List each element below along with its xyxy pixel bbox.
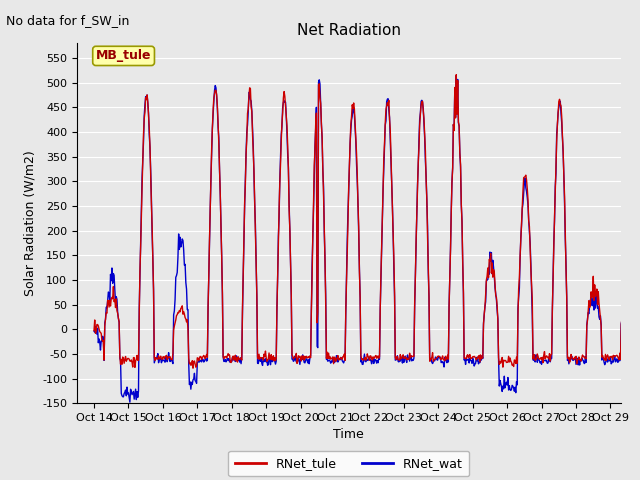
RNet_wat xyxy=(624,279,632,285)
Text: MB_tule: MB_tule xyxy=(96,49,151,62)
Legend: RNet_tule, RNet_wat: RNet_tule, RNet_wat xyxy=(228,451,469,476)
RNet_tule xyxy=(90,328,98,334)
Line: RNet_tule: RNet_tule xyxy=(94,75,628,368)
RNet_wat xyxy=(360,351,368,357)
RNet_tule xyxy=(600,356,608,362)
Line: RNet_wat: RNet_wat xyxy=(94,75,628,402)
X-axis label: Time: Time xyxy=(333,429,364,442)
RNet_tule xyxy=(253,291,260,297)
RNet_wat xyxy=(90,328,98,334)
RNet_tule xyxy=(360,357,368,362)
RNet_tule xyxy=(207,178,215,184)
RNet_tule xyxy=(624,278,632,284)
RNet_wat xyxy=(495,357,502,362)
RNet_wat xyxy=(582,360,590,365)
RNet_wat xyxy=(253,295,260,301)
Y-axis label: Solar Radiation (W/m2): Solar Radiation (W/m2) xyxy=(24,150,36,296)
RNet_tule xyxy=(495,355,502,360)
RNet_tule xyxy=(582,356,590,362)
RNet_wat xyxy=(600,359,608,365)
RNet_tule xyxy=(189,365,197,371)
RNet_wat xyxy=(452,72,460,78)
RNet_wat xyxy=(207,176,215,182)
RNet_wat xyxy=(126,399,134,405)
Text: No data for f_SW_in: No data for f_SW_in xyxy=(6,14,130,27)
RNet_tule xyxy=(452,72,460,78)
Title: Net Radiation: Net Radiation xyxy=(297,23,401,38)
